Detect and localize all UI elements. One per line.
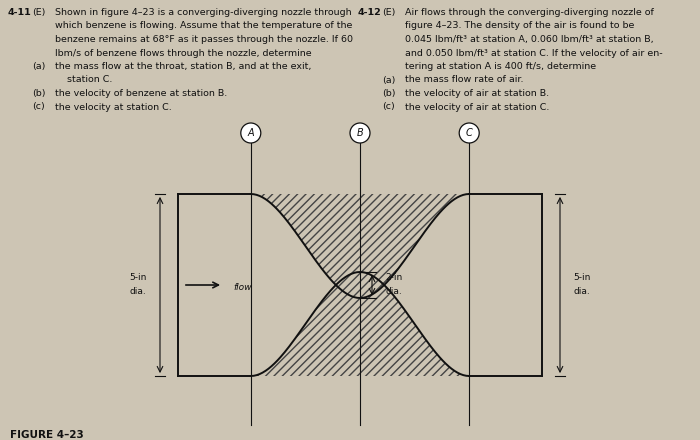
Text: the mass flow at the throat, station B, and at the exit,: the mass flow at the throat, station B, … [55, 62, 312, 71]
Text: (E): (E) [382, 8, 396, 17]
Text: the velocity of air at station C.: the velocity of air at station C. [405, 103, 550, 111]
Text: A: A [248, 128, 254, 138]
Text: B: B [356, 128, 363, 138]
Text: (c): (c) [382, 103, 395, 111]
Text: tering at station A is 400 ft/s, determine: tering at station A is 400 ft/s, determi… [405, 62, 596, 71]
Text: and 0.050 lbm/ft³ at station C. If the velocity of air en-: and 0.050 lbm/ft³ at station C. If the v… [405, 48, 663, 58]
Text: 4-11: 4-11 [8, 8, 32, 17]
Text: 4-12: 4-12 [358, 8, 382, 17]
Text: (E): (E) [32, 8, 46, 17]
Text: Shown in figure 4–23 is a converging-diverging nozzle through: Shown in figure 4–23 is a converging-div… [55, 8, 351, 17]
Text: FIGURE 4–23: FIGURE 4–23 [10, 430, 84, 440]
Text: 5-in: 5-in [130, 272, 147, 282]
Text: (a): (a) [382, 76, 396, 84]
Text: the velocity at station C.: the velocity at station C. [55, 103, 172, 111]
Text: benzene remains at 68°F as it passes through the nozzle. If 60: benzene remains at 68°F as it passes thr… [55, 35, 353, 44]
Circle shape [459, 123, 480, 143]
Text: Air flows through the converging-diverging nozzle of: Air flows through the converging-divergi… [405, 8, 654, 17]
Text: C: C [466, 128, 472, 138]
Text: 0.045 lbm/ft³ at station A, 0.060 lbm/ft³ at station B,: 0.045 lbm/ft³ at station A, 0.060 lbm/ft… [405, 35, 654, 44]
Circle shape [241, 123, 261, 143]
Text: dia.: dia. [573, 286, 590, 296]
Text: the mass flow rate of air.: the mass flow rate of air. [405, 76, 524, 84]
Text: dia.: dia. [386, 286, 402, 296]
Circle shape [350, 123, 370, 143]
Text: flow: flow [233, 282, 251, 291]
Text: (c): (c) [32, 103, 45, 111]
Text: (b): (b) [382, 89, 396, 98]
Text: station C.: station C. [55, 76, 113, 84]
Text: figure 4–23. The density of the air is found to be: figure 4–23. The density of the air is f… [405, 22, 634, 30]
Text: dia.: dia. [130, 286, 146, 296]
Text: the velocity of air at station B.: the velocity of air at station B. [405, 89, 549, 98]
Text: the velocity of benzene at station B.: the velocity of benzene at station B. [55, 89, 228, 98]
Text: which benzene is flowing. Assume that the temperature of the: which benzene is flowing. Assume that th… [55, 22, 352, 30]
Text: (a): (a) [32, 62, 46, 71]
Text: lbm/s of benzene flows through the nozzle, determine: lbm/s of benzene flows through the nozzl… [55, 48, 312, 58]
Text: 5-in: 5-in [573, 272, 591, 282]
Text: 2-in: 2-in [386, 272, 402, 282]
Text: (b): (b) [32, 89, 46, 98]
